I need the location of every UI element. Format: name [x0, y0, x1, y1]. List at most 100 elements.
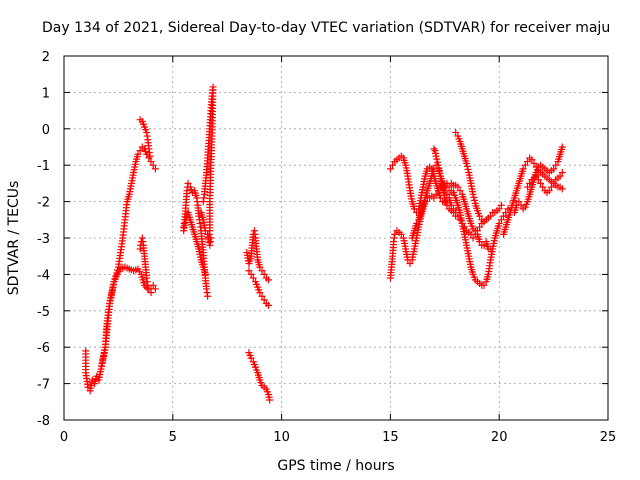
data-point: [389, 161, 397, 169]
data-point: [534, 176, 542, 184]
data-point: [480, 281, 488, 289]
x-tick-label: 10: [273, 430, 290, 445]
data-point: [454, 183, 462, 191]
y-tick-label: -5: [37, 305, 50, 320]
data-point: [97, 365, 105, 373]
data-point: [558, 185, 566, 193]
data-point: [99, 356, 107, 364]
data-point: [106, 300, 114, 308]
data-point: [151, 285, 159, 293]
data-point: [515, 198, 523, 206]
data-point: [458, 219, 466, 227]
data-point: [450, 209, 458, 217]
data-point: [463, 162, 471, 170]
data-point: [184, 179, 192, 187]
data-point: [469, 190, 477, 198]
data-point: [558, 168, 566, 176]
data-point: [456, 187, 464, 195]
data-point: [201, 270, 209, 278]
x-tick-label: 15: [382, 430, 399, 445]
data-point: [258, 292, 266, 300]
data-point: [526, 179, 534, 187]
data-point: [523, 158, 531, 166]
data-point: [260, 296, 268, 304]
data-point: [523, 183, 531, 191]
data-point: [530, 159, 538, 167]
data-point: [147, 289, 155, 297]
data-point: [109, 284, 117, 292]
data-point: [497, 216, 505, 224]
data-point: [98, 359, 106, 367]
data-point: [260, 270, 268, 278]
data-point: [473, 227, 481, 235]
data-point: [107, 293, 115, 301]
data-point: [108, 290, 116, 298]
data-point: [256, 289, 264, 297]
data-point: [476, 238, 484, 246]
y-tick-label: -1: [37, 159, 50, 174]
data-point: [256, 263, 264, 271]
data-point: [147, 158, 155, 166]
data-point: [539, 183, 547, 191]
y-tick-label: -6: [37, 341, 50, 356]
data-point: [537, 179, 545, 187]
data-point: [550, 179, 558, 187]
data-point: [495, 219, 503, 227]
data-point: [397, 230, 405, 238]
data-point: [406, 259, 414, 267]
data-point: [528, 156, 536, 164]
y-tick-label: -4: [37, 268, 50, 283]
chart-title: Day 134 of 2021, Sidereal Day-to-day VTE…: [42, 20, 610, 36]
data-point: [145, 285, 153, 293]
x-tick-label: 20: [491, 430, 508, 445]
data-point: [207, 234, 215, 242]
data-point: [476, 223, 484, 231]
data-point: [482, 216, 490, 224]
data-point: [391, 230, 399, 238]
data-point: [471, 196, 479, 204]
grid: [64, 56, 608, 420]
y-tick-label: -7: [37, 378, 50, 393]
data-point: [149, 161, 157, 169]
data-point: [550, 165, 558, 173]
data-point: [204, 292, 212, 300]
data-point: [532, 172, 540, 180]
data-point: [98, 362, 106, 370]
data-point: [106, 296, 114, 304]
axes: 0 5 10 15 20 25 -8 -7 -6 -5 -4 -3 -2 -1 0 1 2: [37, 50, 616, 445]
data-point: [519, 165, 527, 173]
y-axis-label: SDTVAR / TECUs: [6, 181, 22, 296]
x-tick-label: 5: [169, 430, 177, 445]
data-series: [82, 83, 566, 404]
data-point: [265, 301, 273, 309]
data-point: [101, 346, 109, 354]
y-tick-label: -3: [37, 232, 50, 247]
data-point: [99, 353, 107, 361]
y-tick-label: 1: [42, 86, 50, 101]
data-point: [463, 159, 471, 167]
data-point: [460, 223, 468, 231]
data-point: [265, 276, 273, 284]
x-axis-label: GPS time / hours: [277, 458, 394, 474]
data-point: [500, 212, 508, 220]
data-point: [249, 274, 257, 282]
data-point: [470, 193, 478, 201]
data-point: [434, 158, 442, 166]
data-point: [452, 128, 460, 136]
data-point: [521, 161, 529, 169]
data-point: [545, 187, 553, 195]
data-point: [552, 161, 560, 169]
y-tick-label: -8: [37, 414, 50, 429]
data-point: [497, 201, 505, 209]
data-point: [432, 152, 440, 160]
data-point: [452, 212, 460, 220]
data-point: [386, 165, 394, 173]
data-point: [151, 165, 159, 173]
y-tick-label: 0: [42, 123, 50, 138]
data-point: [445, 183, 453, 191]
x-tick-label: 25: [600, 430, 617, 445]
data-point: [108, 287, 116, 295]
data-point: [146, 152, 154, 160]
data-point: [547, 183, 555, 191]
data-point: [266, 396, 274, 404]
